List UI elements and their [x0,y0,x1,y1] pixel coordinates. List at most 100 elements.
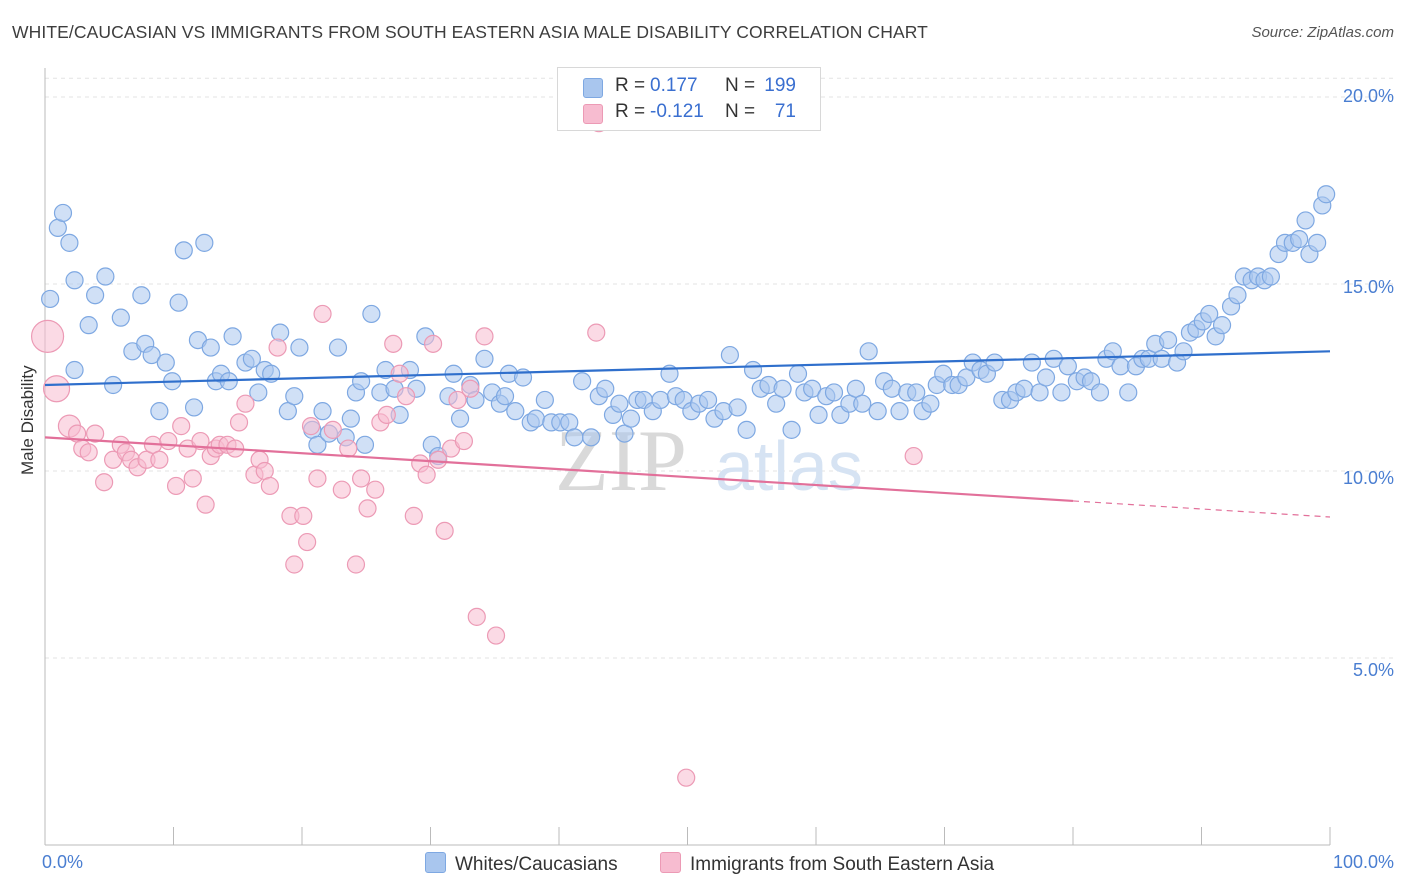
y-tick-label-20: 20.0% [1342,86,1394,106]
immigrants-point-48 [366,480,385,499]
immigrants-point-39 [301,417,321,436]
legend: Whites/Caucasians Immigrants from South … [0,852,1406,878]
whites-point-148 [1103,342,1122,361]
whites-point-70 [526,409,545,428]
whites-point-10 [111,308,130,327]
immigrants-point-58 [429,450,448,469]
immigrants-trend-extension [1072,500,1331,518]
whites-point-77 [582,428,601,447]
immigrants-point-67 [587,323,606,342]
whites-point-23 [201,338,220,357]
whites-point-142 [1058,357,1077,376]
whites-point-162 [1200,304,1219,324]
whites-point-14 [142,345,161,365]
r-label: R = [615,101,646,122]
whites-point-176 [1296,211,1315,230]
x-tick-label-0: 0.0% [42,852,84,872]
immigrants-point-7 [95,473,114,492]
whites-point-102 [767,394,786,413]
x-tick-label-100: 100.0% [1332,852,1394,872]
immigrants-point-47 [358,499,377,518]
immigrants-point-18 [172,417,191,436]
n-value: 199 [764,75,796,96]
whites-point-5 [65,271,84,290]
whites-point-79 [596,379,615,398]
whites-point-46 [355,435,375,454]
immigrants-point-43 [332,480,351,499]
immigrants-point-52 [390,364,409,383]
whites-point-103 [773,379,792,398]
whites-point-118 [882,379,901,398]
legend-item-immigrants: Immigrants from South Eastern Asia [660,852,994,876]
immigrants-point-21 [191,431,210,451]
immigrants-point-70 [904,446,923,466]
whites-point-150 [1119,383,1138,402]
series-whites-points [41,185,1336,466]
y-axis-label: Male Disability [18,365,37,475]
whites-point-3 [60,233,79,252]
whites-point-107 [803,379,822,398]
whites-point-22 [195,233,214,252]
whites-point-178 [1308,233,1327,252]
whites-point-116 [868,402,887,421]
immigrants-point-57 [423,334,443,353]
r-value: -0.121 [650,101,704,122]
whites-point-121 [907,383,926,402]
legend-swatch-blue [425,852,446,873]
immigrants-point-16 [159,431,178,451]
whites-point-96 [720,345,740,365]
whites-point-39 [313,402,332,421]
immigrants-point-22 [196,495,215,514]
whites-point-45 [352,372,371,391]
immigrants-point-41 [313,304,332,324]
whites-point-18 [169,293,188,312]
immigrants-point-53 [396,387,416,406]
immigrants-point-36 [285,555,304,574]
whites-point-132 [985,353,1004,372]
whites-trend-line [44,350,1331,387]
immigrants-point-51 [384,334,403,353]
immigrants-point-42 [323,420,342,439]
immigrants-point-37 [294,506,313,525]
whites-point-83 [621,409,641,428]
whites-point-75 [565,428,584,447]
y-tick-label-15: 15.0% [1342,277,1394,297]
whites-point-115 [859,342,878,361]
whites-point-62 [475,349,494,368]
whites-point-82 [615,424,634,443]
whites-point-110 [824,383,844,402]
trend-lines [44,350,1331,518]
immigrants-point-69 [677,768,696,787]
immigrants-point-46 [352,469,371,488]
immigrants-point-34 [268,338,287,357]
whites-point-104 [782,420,801,439]
immigrants-point-61 [448,390,467,410]
immigrants-point-40 [308,469,327,488]
stats-row-immigrants: R = -0.121 N = 71 [558,101,820,127]
chart-title: WHITE/CAUCASIAN VS IMMIGRANTS FROM SOUTH… [12,22,928,42]
legend-item-whites: Whites/Caucasians [425,852,618,876]
stats-swatch-pink [583,104,603,124]
whites-point-98 [737,420,756,439]
legend-swatch-pink [660,852,681,873]
whites-point-175 [1290,230,1309,249]
whites-point-71 [535,390,554,410]
legend-label: Whites/Caucasians [455,854,618,875]
immigrants-point-62 [454,431,474,451]
y-tick-label-10: 10.0% [1342,468,1394,488]
whites-point-155 [1152,349,1171,368]
whites-point-76 [573,372,592,391]
whites-point-180 [1317,185,1336,204]
whites-point-158 [1174,342,1193,361]
whites-point-139 [1036,368,1056,387]
series-immigrants-points [30,114,923,787]
whites-point-2 [53,203,73,223]
whites-point-6 [79,316,98,335]
whites-point-35 [285,387,304,406]
whites-point-166 [1228,286,1247,305]
immigrants-point-63 [461,379,480,398]
n-label: N = [725,101,756,122]
immigrants-point-56 [417,465,436,484]
whites-point-97 [728,398,747,417]
whites-point-156 [1158,331,1178,350]
